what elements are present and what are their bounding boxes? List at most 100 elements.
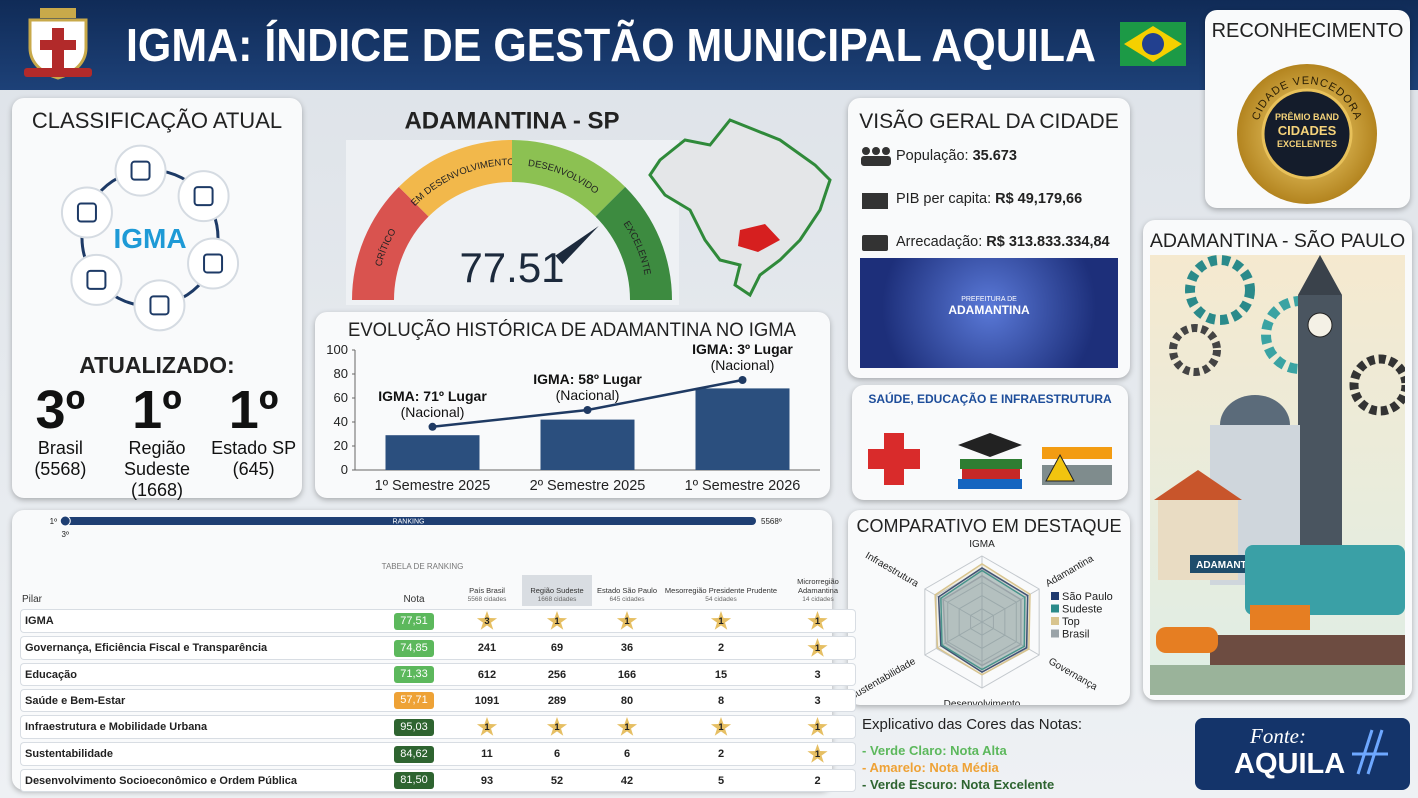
rank-value: 69 — [550, 642, 564, 654]
ranking-marker-label: 3º — [62, 530, 69, 539]
map-country — [648, 118, 832, 298]
logo-stroke — [1352, 729, 1388, 775]
rank-cell: 256 — [522, 663, 592, 686]
rank-cell: 6 — [522, 742, 592, 766]
badge-inner — [1261, 88, 1353, 180]
rank-cell: 612 — [452, 663, 522, 686]
table-body: IGMA 77,51 3 1 1 1 1 Governança, Eficiência Fis… — [20, 609, 856, 792]
icon-books — [960, 459, 1022, 469]
icon-people — [882, 147, 890, 155]
table-row: Saúde e Bem-Estar 57,71 1091 289 80 8 3 — [20, 689, 856, 712]
gauge-band — [595, 186, 672, 300]
rank-cell: 1 — [452, 715, 522, 739]
legend-item: - Amarelo: Nota Média — [862, 760, 999, 775]
star-rank: 1 — [616, 611, 638, 630]
rank-value: 1091 — [474, 694, 500, 707]
flag-circle — [1142, 33, 1164, 55]
cycle-icon — [114, 144, 167, 197]
score-cell: 84,62 — [376, 742, 452, 766]
cycle-glyph — [76, 202, 97, 223]
source-label: Fonte: — [1250, 724, 1306, 748]
star-rank: 1 — [476, 717, 498, 736]
rank-value: 166 — [617, 668, 637, 681]
table-row: Sustentabilidade 84,62 11 6 6 2 1 — [20, 742, 856, 766]
overview-title: VISÃO GERAL DA CIDADE — [859, 110, 1119, 133]
rank-cell: 1091 — [452, 689, 522, 712]
ranking-marker — [59, 515, 71, 527]
overview-item: População: 35.673 — [896, 148, 1017, 164]
column-header: Mesorregião Presidente Prudente 54 cidade… — [662, 575, 780, 606]
ranking-max-tick — [749, 518, 755, 524]
icon-cap — [958, 433, 1022, 457]
score-cell: 95,03 — [376, 715, 452, 739]
score-cell: 57,71 — [376, 689, 452, 712]
rank-item: 3º Brasil (5568) — [15, 382, 105, 501]
rank-detail: (5568) — [34, 459, 87, 479]
pillar-name: Sustentabilidade — [20, 742, 376, 766]
rank-cell: 15 — [662, 663, 780, 686]
icon-wallet — [862, 235, 888, 251]
rank-cell: 1 — [522, 609, 592, 633]
radar-series — [934, 563, 1031, 676]
cycle-icon — [177, 170, 230, 223]
train — [1245, 545, 1405, 615]
tower-spire — [1298, 255, 1342, 295]
y-tick-label: 20 — [334, 438, 348, 453]
gauge-band — [512, 140, 626, 217]
radar-axis-label: Adamantina — [1044, 553, 1096, 589]
radar-spoke — [924, 621, 983, 656]
rails — [1210, 635, 1405, 665]
tower-clock — [1307, 312, 1333, 338]
cycle-glyph — [130, 160, 151, 181]
radar-series — [942, 574, 1022, 667]
rank-cell: 3 — [780, 663, 856, 686]
brazil-map — [648, 118, 832, 298]
radar-series — [937, 566, 1029, 674]
overview-label: População: — [896, 148, 969, 164]
column-title: Estado São Paulo — [596, 586, 658, 595]
icon-people — [861, 156, 891, 166]
column-header: Estado São Paulo 645 cidades — [592, 575, 662, 606]
classification-title: CLASSIFICAÇÃO ATUAL — [31, 108, 283, 133]
health-title: SAÚDE, EDUCAÇÃO E INFRAESTRUTURA — [868, 392, 1112, 406]
x-tick-label: 2º Semestre 2025 — [530, 478, 646, 494]
overview-item: Arrecadação: R$ 313.833.334,84 — [896, 234, 1110, 250]
score-cell: 71,33 — [376, 663, 452, 686]
ranking-max-label: 5568º — [761, 517, 782, 526]
city-illustration: ADAMANTINA — [1150, 255, 1405, 695]
rank-cell: 11 — [452, 742, 522, 766]
rank-cell: 52 — [522, 769, 592, 792]
star-rank: 1 — [546, 717, 568, 736]
rank-cell: 2 — [662, 636, 780, 660]
recognition-title: RECONHECIMENTO — [1211, 20, 1404, 42]
radar-axis-label: Sustentabilidade — [848, 656, 918, 703]
rank-value: 5 — [717, 774, 725, 787]
rank-value: 3 — [814, 668, 821, 681]
rank-value: 2 — [717, 642, 725, 654]
rank-value: 6 — [623, 748, 631, 760]
y-tick-label: 0 — [341, 462, 348, 477]
score: 71,33 — [394, 666, 434, 683]
annotation-sub: (Nacional) — [556, 387, 620, 403]
award-badge: CIDADE VENCEDORA PRÊMIO BAND CIDADES EXC… — [1237, 64, 1377, 204]
column-title: Microrregião Adamantina — [797, 577, 839, 595]
score: 84,62 — [394, 745, 434, 763]
rank-value: 2 — [717, 748, 725, 760]
column-header: Microrregião Adamantina 14 cidades — [780, 575, 856, 606]
column-title: Pilar — [22, 594, 43, 605]
star-rank: 1 — [710, 611, 732, 630]
cycle-glyph — [149, 295, 170, 316]
table-row: Infraestrutura e Mobilidade Urbana 95,03 1… — [20, 715, 856, 739]
title-box: IGMA: ÍNDICE DE GESTÃO MUNICIPAL AQUILA — [126, 19, 1096, 71]
photo-caption: PREFEITURA DE — [961, 296, 1017, 303]
star-rank: 3 — [476, 611, 498, 630]
legend-label: Sudeste — [1062, 604, 1102, 616]
gear — [1185, 255, 1255, 325]
rank-number: 3º — [35, 380, 86, 440]
rank-item: 1º Região Sudeste (1668) — [112, 382, 202, 501]
overview-icons — [861, 147, 891, 251]
radar-axis-label: IGMA — [969, 539, 995, 550]
legend-swatch — [1051, 604, 1059, 613]
gauge-band — [352, 186, 429, 300]
rank-cell: 36 — [592, 636, 662, 660]
